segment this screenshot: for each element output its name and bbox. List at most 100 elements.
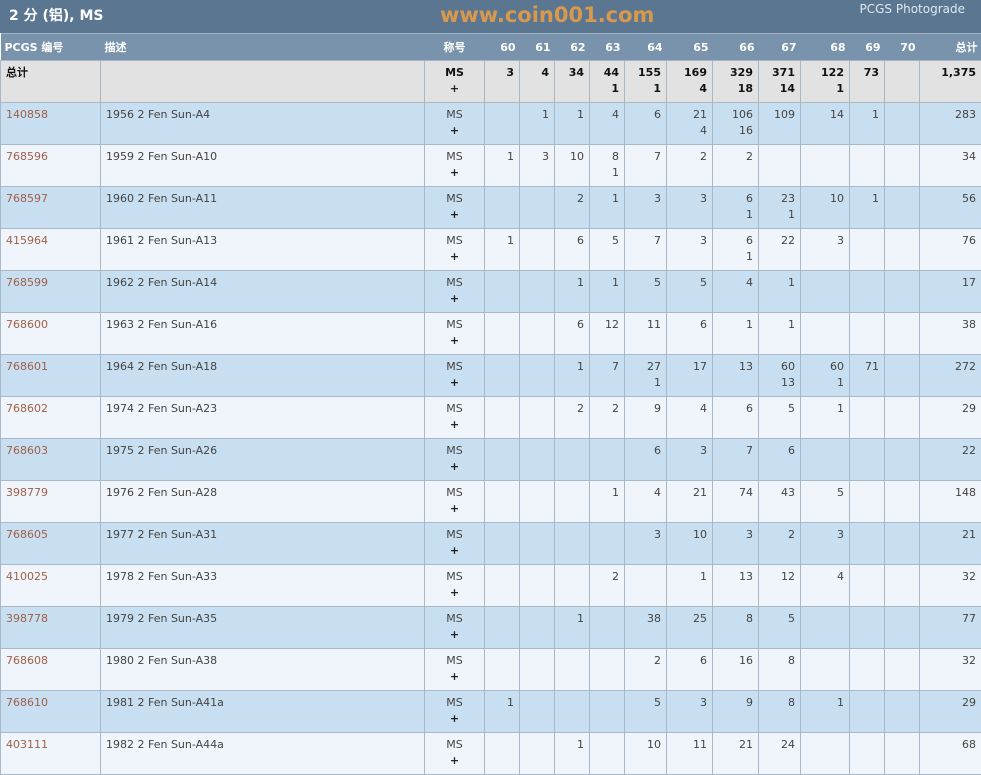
plus-toggle[interactable]: + xyxy=(430,417,479,433)
pcgs-number-cell: 415964 xyxy=(1,229,101,271)
grade-cell: 1 xyxy=(713,313,759,355)
plus-count: 1 xyxy=(595,165,619,181)
grade-count: 14 xyxy=(806,107,844,123)
grade-cell xyxy=(759,145,801,187)
grade-count: 3 xyxy=(672,695,707,711)
grade-count: 7 xyxy=(630,233,661,249)
grade-cell: 4 xyxy=(520,61,555,103)
pcgs-number-link[interactable]: 140858 xyxy=(6,108,48,121)
grade-count: 8 xyxy=(718,611,753,627)
description-cell: 1959 2 Fen Sun-A10 xyxy=(101,145,425,187)
plus-toggle[interactable]: + xyxy=(430,207,479,223)
column-header: 称号 xyxy=(425,34,485,61)
grade-cell: 1 xyxy=(759,313,801,355)
grade-cell xyxy=(485,565,520,607)
pcgs-number-link[interactable]: 768600 xyxy=(6,318,48,331)
pcgs-number-cell: 总计 xyxy=(1,61,101,103)
grade-cell xyxy=(885,691,920,733)
plus-toggle[interactable]: + xyxy=(430,585,479,601)
designation-cell: MS+ xyxy=(425,733,485,775)
plus-toggle[interactable]: + xyxy=(430,543,479,559)
plus-toggle[interactable]: + xyxy=(430,123,479,139)
grade-cell xyxy=(520,229,555,271)
plus-toggle[interactable]: + xyxy=(430,711,479,727)
plus-toggle[interactable]: + xyxy=(430,249,479,265)
grade-cell xyxy=(885,145,920,187)
grade-cell: 74 xyxy=(713,481,759,523)
pcgs-number-link[interactable]: 403111 xyxy=(6,738,48,751)
grade-count: 2 xyxy=(672,149,707,165)
pcgs-number-link[interactable]: 768602 xyxy=(6,402,48,415)
grade-count: 155 xyxy=(630,65,661,81)
grade-cell: 10 xyxy=(555,145,590,187)
pcgs-number-link[interactable]: 768597 xyxy=(6,192,48,205)
plus-toggle[interactable]: + xyxy=(430,165,479,181)
plus-toggle[interactable]: + xyxy=(430,333,479,349)
pcgs-number-link[interactable]: 768601 xyxy=(6,360,48,373)
total-cell: 76 xyxy=(920,229,981,271)
grade-cell: 2 xyxy=(590,397,625,439)
grade-count: 25 xyxy=(672,611,707,627)
designation-cell: MS+ xyxy=(425,649,485,691)
description-cell: 1962 2 Fen Sun-A14 xyxy=(101,271,425,313)
grade-count: 24 xyxy=(764,737,795,753)
grade-cell xyxy=(885,187,920,229)
plus-toggle[interactable]: + xyxy=(430,501,479,517)
plus-toggle[interactable]: + xyxy=(430,81,479,97)
total-cell: 29 xyxy=(920,691,981,733)
grade-count: 6 xyxy=(560,317,584,333)
plus-toggle[interactable]: + xyxy=(430,669,479,685)
description-cell: 1964 2 Fen Sun-A18 xyxy=(101,355,425,397)
grade-count: 7 xyxy=(630,149,661,165)
pcgs-number-link[interactable]: 768608 xyxy=(6,654,48,667)
photograde-link[interactable]: PCGS Photograde xyxy=(860,2,965,16)
plus-count: 4 xyxy=(672,123,707,139)
grade-count: 21 xyxy=(718,737,753,753)
designation-cell: MS+ xyxy=(425,691,485,733)
grade-cell: 71 xyxy=(850,355,885,397)
plus-toggle[interactable]: + xyxy=(430,627,479,643)
designation-cell: MS+ xyxy=(425,397,485,439)
grade-cell xyxy=(555,649,590,691)
grade-count: 8 xyxy=(595,149,619,165)
grade-count: 1 xyxy=(855,191,879,207)
grade-cell: 13 xyxy=(713,355,759,397)
grade-cell xyxy=(850,733,885,775)
pcgs-number-link[interactable]: 768599 xyxy=(6,276,48,289)
plus-toggle[interactable]: + xyxy=(430,375,479,391)
grade-count: 1 xyxy=(560,275,584,291)
grade-cell xyxy=(485,397,520,439)
pcgs-number-link[interactable]: 768596 xyxy=(6,150,48,163)
grade-cell: 4 xyxy=(667,397,713,439)
pcgs-number-link[interactable]: 398778 xyxy=(6,612,48,625)
pcgs-number-link[interactable]: 768603 xyxy=(6,444,48,457)
plus-toggle[interactable]: + xyxy=(430,291,479,307)
grade-cell: 21 xyxy=(667,481,713,523)
grade-cell xyxy=(850,691,885,733)
pcgs-number-link[interactable]: 410025 xyxy=(6,570,48,583)
grade-count: 60 xyxy=(806,359,844,375)
grade-cell: 4 xyxy=(713,271,759,313)
designation: MS xyxy=(430,737,479,753)
designation: MS xyxy=(430,149,479,165)
pcgs-number-link[interactable]: 768605 xyxy=(6,528,48,541)
grade-cell xyxy=(801,271,850,313)
grade-cell xyxy=(485,607,520,649)
grade-cell: 7 xyxy=(590,355,625,397)
pcgs-number-link[interactable]: 768610 xyxy=(6,696,48,709)
total-cell: 34 xyxy=(920,145,981,187)
grade-cell: 1 xyxy=(555,355,590,397)
plus-toggle[interactable]: + xyxy=(430,753,479,769)
pcgs-number-link[interactable]: 415964 xyxy=(6,234,48,247)
pcgs-number-cell: 768603 xyxy=(1,439,101,481)
grade-cell xyxy=(850,649,885,691)
grade-cell: 34 xyxy=(555,61,590,103)
plus-toggle[interactable]: + xyxy=(430,459,479,475)
pcgs-number-link[interactable]: 398779 xyxy=(6,486,48,499)
grade-count: 6 xyxy=(764,443,795,459)
